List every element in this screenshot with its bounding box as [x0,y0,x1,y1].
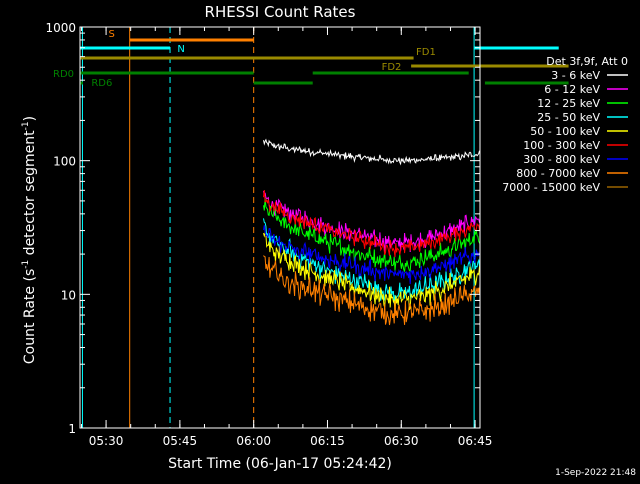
x-tick-label: 06:30 [384,434,419,448]
series-0 [263,138,480,166]
legend-entry-label: 25 - 50 keV [537,111,600,124]
x-axis-label: Start Time (06-Jan-17 05:24:42) [168,456,392,472]
x-tick-label: 06:15 [310,434,345,448]
x-tick-label: 05:45 [163,434,198,448]
series-2 [263,197,480,273]
y-tick-label: 1000 [45,21,76,35]
footer-date: 1-Sep-2022 21:48 [555,468,636,478]
series-7 [263,255,480,326]
flag-label-fd2: FD2 [382,62,402,73]
chart-title: RHESSI Count Rates [205,3,356,21]
y-tick-label: 1 [68,422,76,436]
legend-entry-label: 50 - 100 keV [530,125,600,138]
flag-label-fd1: FD1 [416,47,436,58]
series-4 [263,231,480,314]
y-tick-label: 100 [53,155,76,169]
legend-entry-label: 100 - 300 keV [523,139,600,152]
y-tick-label: 10 [61,288,76,302]
flag-label-rd0: RD0 [53,69,74,80]
flag-label-rd6: RD6 [91,78,112,89]
series-5 [263,189,480,258]
legend-entry-label: 3 - 6 keV [551,69,600,82]
legend-entry-label: 12 - 25 keV [537,97,600,110]
plot-area: S N FD1 FD2 RD0 RD6 [52,27,569,428]
legend-header: Det 3f,9f, Att 0 [546,55,628,68]
plot-contents [81,27,480,428]
legend-entry-label: 300 - 800 keV [523,153,600,166]
axes-frame [79,26,481,429]
x-tick-label: 06:45 [458,434,493,448]
legend-entry-label: 7000 - 15000 keV [502,181,600,194]
legend-entry-label: 6 - 12 keV [544,83,600,96]
y-axis-label: Count Rate (s-1 detector segment-1) [21,116,38,364]
x-tick-label: 05:30 [89,434,124,448]
flag-label-s: S [109,29,115,40]
axes: 05:30 05:45 06:00 06:15 06:30 06:45 1 10 100 1000 [45,21,492,448]
flag-label-n: N [177,44,184,55]
series-6 [263,225,480,285]
x-tick-label: 06:00 [236,434,271,448]
legend-entry-label: 800 - 7000 keV [516,167,600,180]
